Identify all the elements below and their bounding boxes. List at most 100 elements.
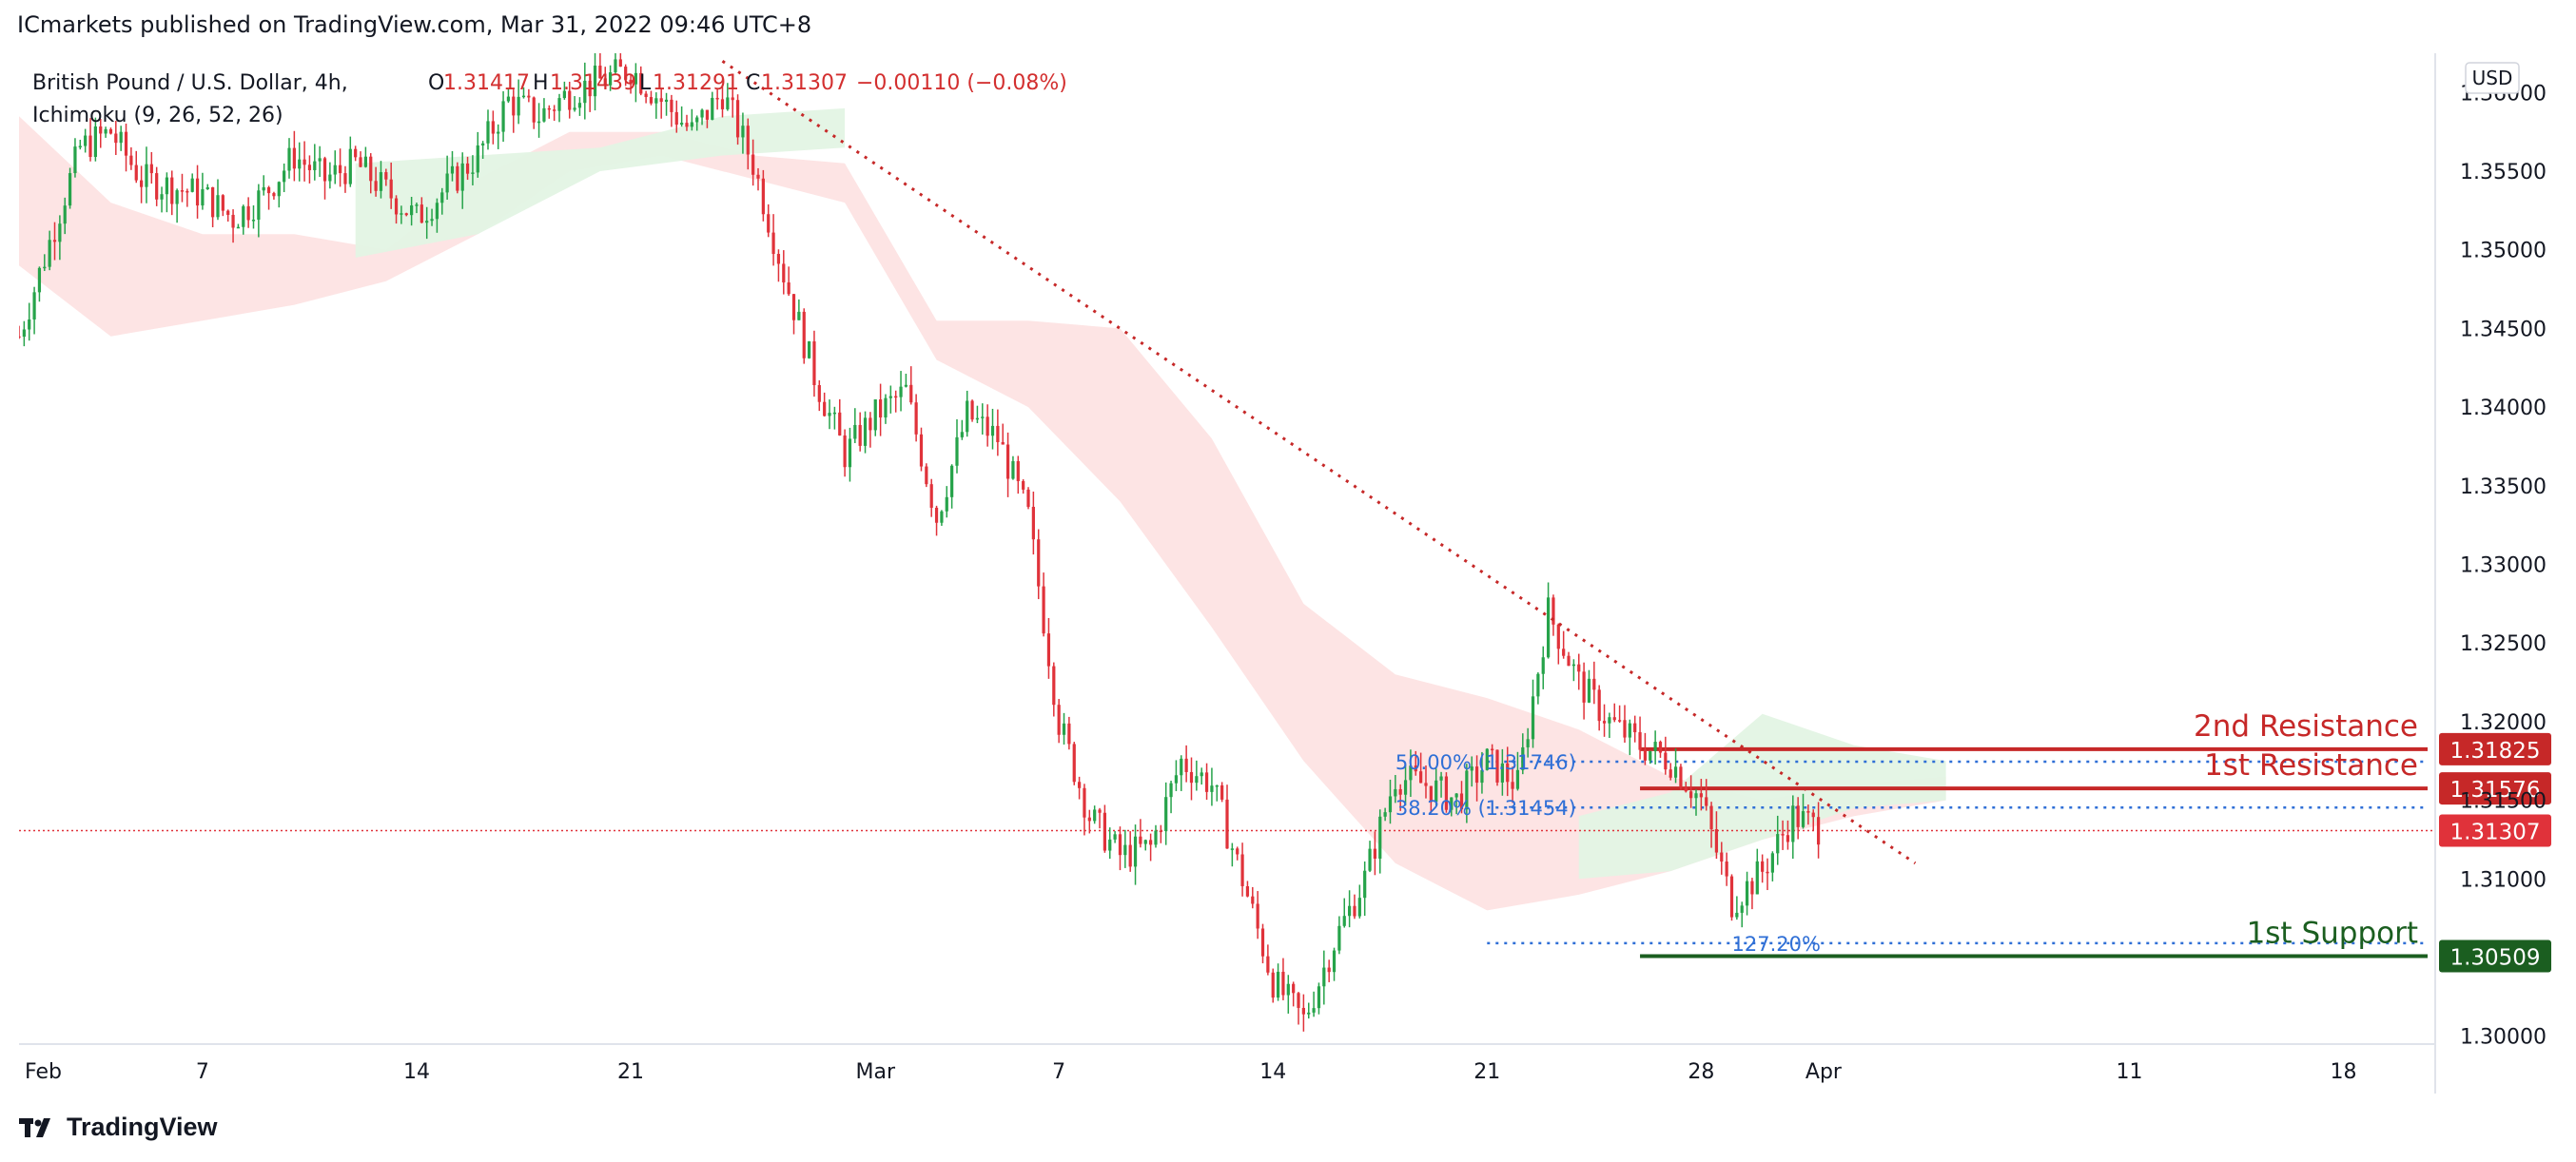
candle[interactable]	[934, 505, 939, 536]
candle-body[interactable]	[32, 292, 36, 320]
candle-body[interactable]	[1444, 776, 1449, 810]
candle-body[interactable]	[190, 178, 194, 192]
candle-body[interactable]	[568, 90, 572, 110]
candle[interactable]	[1297, 992, 1300, 1025]
candle-body[interactable]	[1409, 765, 1413, 781]
candle-body[interactable]	[624, 67, 628, 80]
candle[interactable]	[1612, 703, 1616, 723]
candle-body[interactable]	[797, 311, 801, 320]
candle-body[interactable]	[343, 173, 347, 184]
candle[interactable]	[680, 106, 684, 127]
candle[interactable]	[1378, 809, 1382, 874]
candle-body[interactable]	[720, 99, 725, 109]
candle[interactable]	[1770, 851, 1774, 881]
candle-body[interactable]	[1251, 896, 1255, 904]
candle-body[interactable]	[1307, 1012, 1311, 1015]
candle[interactable]	[873, 399, 877, 436]
candle[interactable]	[929, 478, 933, 517]
candle-body[interactable]	[1776, 834, 1780, 854]
candle[interactable]	[848, 427, 852, 482]
candle[interactable]	[950, 464, 954, 509]
candle[interactable]	[226, 209, 230, 223]
candle-body[interactable]	[695, 117, 699, 123]
candle-body[interactable]	[664, 99, 669, 103]
candle[interactable]	[685, 114, 689, 131]
candle[interactable]	[598, 48, 602, 79]
candle-body[interactable]	[929, 484, 933, 508]
candle[interactable]	[216, 179, 220, 221]
candle-body[interactable]	[476, 145, 479, 173]
candle-body[interactable]	[1403, 780, 1408, 795]
candle[interactable]	[1491, 744, 1494, 765]
candle-body[interactable]	[1368, 848, 1372, 871]
candle[interactable]	[43, 254, 47, 271]
candle-body[interactable]	[562, 90, 566, 99]
candle[interactable]	[445, 155, 449, 200]
candle[interactable]	[149, 151, 153, 184]
candle-body[interactable]	[205, 186, 209, 190]
candle[interactable]	[1353, 894, 1356, 920]
candle[interactable]	[1210, 767, 1214, 806]
candle[interactable]	[1761, 854, 1765, 883]
candle[interactable]	[1098, 807, 1102, 829]
candle[interactable]	[527, 88, 531, 103]
candle-body[interactable]	[257, 190, 261, 221]
candle-body[interactable]	[1281, 971, 1285, 996]
candle[interactable]	[990, 408, 995, 450]
candle[interactable]	[843, 429, 847, 477]
candle-body[interactable]	[1230, 848, 1234, 850]
candle-body[interactable]	[1123, 844, 1127, 856]
candle-body[interactable]	[58, 223, 62, 242]
candle[interactable]	[832, 406, 836, 430]
candle[interactable]	[124, 123, 128, 172]
candle[interactable]	[221, 194, 224, 217]
candle-body[interactable]	[1087, 817, 1091, 822]
candle[interactable]	[583, 62, 587, 120]
candle[interactable]	[588, 80, 592, 112]
candle[interactable]	[812, 330, 816, 397]
candle[interactable]	[404, 212, 408, 217]
candle-body[interactable]	[1434, 780, 1438, 803]
candle[interactable]	[823, 392, 827, 417]
candle[interactable]	[695, 115, 699, 131]
candle-body[interactable]	[231, 214, 235, 228]
candle-body[interactable]	[114, 133, 118, 144]
candle[interactable]	[338, 148, 342, 187]
candle[interactable]	[22, 320, 26, 347]
candle-body[interactable]	[415, 204, 419, 206]
candle[interactable]	[359, 151, 362, 168]
candle-body[interactable]	[1337, 925, 1341, 951]
currency-label[interactable]: USD	[2472, 67, 2513, 89]
candle-body[interactable]	[741, 126, 745, 138]
candle-body[interactable]	[435, 203, 439, 220]
candle[interactable]	[1240, 842, 1244, 897]
candle-body[interactable]	[853, 424, 857, 439]
candle-body[interactable]	[557, 98, 561, 111]
candle-body[interactable]	[84, 135, 88, 146]
candle-body[interactable]	[1297, 993, 1300, 1008]
candle-body[interactable]	[767, 214, 771, 233]
candle[interactable]	[68, 167, 72, 209]
candle-body[interactable]	[313, 161, 317, 170]
candle-body[interactable]	[593, 66, 597, 97]
candle[interactable]	[1256, 891, 1259, 939]
candle[interactable]	[1011, 455, 1015, 480]
candle[interactable]	[838, 398, 842, 436]
candle[interactable]	[1806, 804, 1810, 825]
candle-body[interactable]	[1067, 723, 1071, 745]
candle-body[interactable]	[746, 126, 750, 155]
candle[interactable]	[1781, 820, 1785, 850]
candle-body[interactable]	[1786, 835, 1790, 842]
currency-badge-box[interactable]	[2465, 62, 2520, 94]
candle-body[interactable]	[1016, 460, 1020, 481]
candle[interactable]	[674, 100, 678, 133]
candle[interactable]	[1649, 750, 1652, 765]
candle-body[interactable]	[1735, 912, 1739, 918]
candle-body[interactable]	[68, 173, 72, 206]
candle-body[interactable]	[333, 165, 337, 175]
candle-body[interactable]	[37, 267, 42, 293]
candle[interactable]	[195, 165, 200, 219]
candle[interactable]	[1026, 487, 1030, 510]
candle[interactable]	[756, 167, 760, 191]
candle[interactable]	[1409, 749, 1413, 798]
